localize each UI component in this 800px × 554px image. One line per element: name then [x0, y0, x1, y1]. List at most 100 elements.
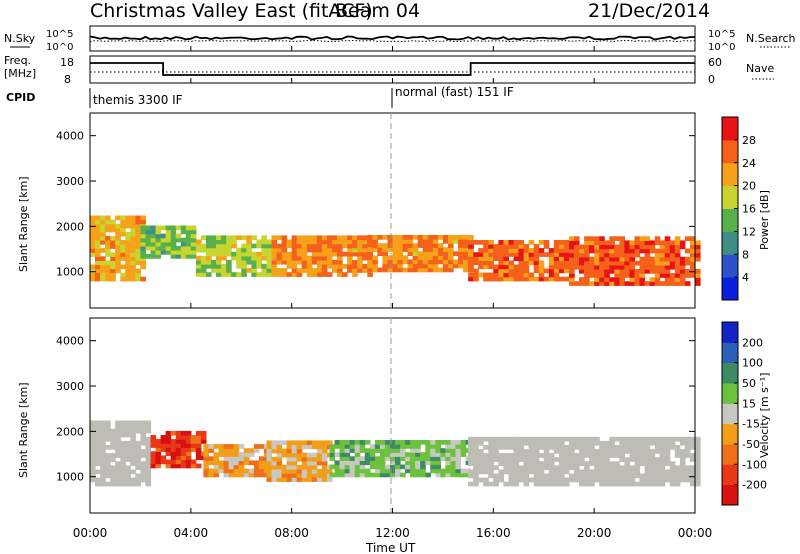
power-cell-band-2 — [241, 255, 247, 261]
velocity-cell-band-5 — [684, 445, 691, 450]
velocity-cell-band-5 — [473, 457, 479, 462]
power-cell-band-5 — [548, 264, 555, 270]
power-cell-band-1 — [165, 225, 172, 231]
power-cell-band-0 — [105, 240, 111, 245]
velocity-cell-band-5 — [523, 440, 530, 446]
velocity-cell-band-4 — [379, 472, 386, 478]
power-cell-band-5 — [553, 272, 560, 278]
power-cell-band-3 — [342, 264, 348, 269]
velocity-cell-band-0 — [145, 424, 152, 430]
power-cell-band-4 — [463, 239, 469, 244]
velocity-cell-band-5 — [548, 436, 555, 442]
power-cell-band-5 — [483, 244, 489, 249]
power-cell-band-5 — [503, 240, 509, 245]
power-cell-band-2 — [206, 259, 212, 265]
power-cell-band-3 — [316, 264, 323, 269]
power-cell-band-0 — [105, 227, 111, 233]
velocity-cell-band-1 — [195, 439, 202, 444]
power-cell-band-0 — [130, 219, 136, 225]
velocity-cell-band-1 — [180, 439, 187, 444]
power-cell-band-1 — [155, 254, 162, 259]
power-cell-band-4 — [463, 255, 469, 261]
power-cell-band-6 — [644, 252, 651, 258]
velocity-cell-band-5 — [639, 473, 646, 479]
velocity-cell-band-3 — [301, 464, 308, 470]
power-cell-band-2 — [236, 264, 242, 269]
velocity-cell-band-4 — [344, 468, 351, 474]
velocity-cell-band-4 — [400, 464, 406, 470]
power-cell-band-0 — [130, 264, 136, 270]
velocity-cell-band-4 — [450, 456, 457, 461]
velocity-cell-band-5 — [584, 449, 590, 454]
velocity-cell-band-2 — [238, 460, 245, 466]
power-cell-band-0 — [95, 256, 101, 261]
power-cell-band-0 — [105, 223, 111, 229]
velocity-cell-band-4 — [339, 472, 346, 478]
velocity-cell-band-0 — [110, 473, 116, 479]
velocity-cell-band-4 — [379, 464, 386, 470]
velocity-cell-band-0 — [145, 473, 152, 479]
power-cell-band-4 — [367, 239, 373, 244]
power-cell-band-6 — [589, 244, 595, 250]
power-cell-band-0 — [100, 268, 106, 274]
power-cell-band-4 — [412, 267, 419, 273]
power-cell-band-6 — [574, 244, 580, 250]
velocity-cell-band-4 — [339, 448, 346, 453]
power-cell-band-6 — [649, 281, 656, 286]
noise-tick-high-right: 10^5 — [708, 29, 735, 40]
power-cell-band-6 — [674, 273, 681, 278]
velocity-cell-band-5 — [483, 457, 489, 462]
velocity-cell-band-5 — [649, 449, 656, 454]
velocity-cell-band-4 — [420, 472, 426, 478]
power-cell-band-6 — [609, 260, 615, 266]
power-cell-band-3 — [321, 255, 328, 261]
power-cell-band-1 — [190, 233, 197, 239]
velocity-cell-band-5 — [574, 457, 580, 462]
velocity-cell-band-3 — [301, 440, 308, 446]
velocity-cell-band-4 — [440, 440, 446, 445]
velocity-cell-band-3 — [276, 456, 283, 462]
power-cell-band-3 — [276, 259, 283, 265]
velocity-cell-band-5 — [604, 445, 610, 450]
velocity-cell-band-4 — [445, 472, 451, 478]
power-cell-band-2 — [246, 259, 252, 265]
power-cell-band-1 — [155, 250, 162, 255]
velocity-cell-band-0 — [125, 445, 131, 450]
velocity-cell-band-5 — [553, 473, 560, 479]
power-cell-band-5 — [538, 248, 545, 253]
velocity-cell-band-0 — [95, 428, 101, 434]
power-cell-band-3 — [276, 272, 283, 277]
power-cell-band-4 — [422, 247, 429, 252]
power-cell-band-2 — [241, 243, 247, 249]
power-cell-band-2 — [216, 255, 222, 261]
power-cell-band-3 — [281, 259, 288, 265]
velocity-cell-band-5 — [584, 445, 590, 450]
velocity-cell-band-4 — [460, 448, 467, 453]
power-cell-band-0 — [140, 264, 146, 270]
x-tick-label: 08:00 — [274, 526, 309, 540]
power-cell-band-6 — [604, 244, 610, 250]
nave-tick-high: 60 — [708, 56, 722, 69]
velocity-cell-band-5 — [644, 473, 651, 479]
power-cell-band-5 — [523, 268, 530, 274]
velocity-cell-band-5 — [599, 445, 605, 450]
power-cell-band-4 — [387, 235, 394, 240]
velocity-cell-band-5 — [584, 465, 590, 471]
power-cell-band-0 — [105, 244, 111, 249]
velocity-cell-band-4 — [384, 472, 391, 478]
velocity-cell-band-5 — [488, 473, 494, 479]
power-cell-band-3 — [291, 235, 298, 241]
power-cell-band-4 — [397, 243, 404, 248]
power-cell-band-0 — [100, 219, 106, 225]
velocity-cell-band-5 — [523, 481, 530, 487]
power-cell-band-2 — [261, 235, 267, 241]
velocity-cell-band-4 — [445, 452, 451, 457]
power-cell-band-1 — [185, 245, 192, 251]
power-cell-band-6 — [690, 244, 696, 250]
power-cell-band-2 — [236, 247, 242, 253]
velocity-cell-band-5 — [594, 477, 600, 483]
velocity-cell-band-5 — [533, 465, 540, 471]
power-cell-band-3 — [316, 268, 323, 273]
velocity-cell-band-0 — [130, 457, 136, 462]
velocity-cell-band-1 — [185, 455, 192, 461]
